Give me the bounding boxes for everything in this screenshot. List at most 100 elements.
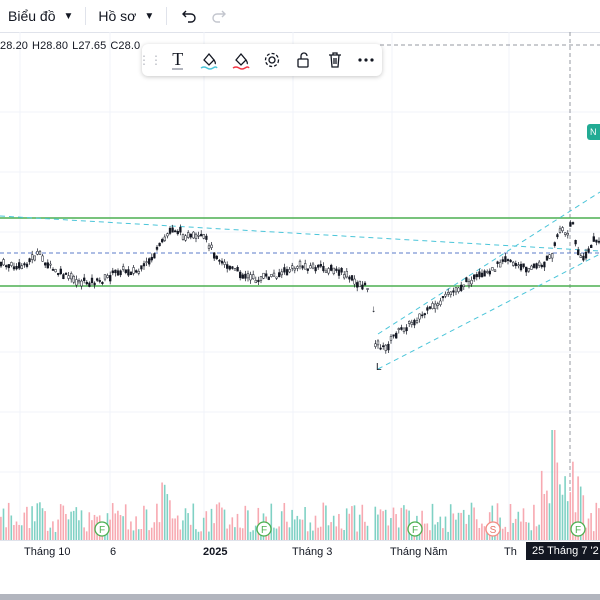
lock-button[interactable] (288, 44, 319, 76)
delete-button[interactable] (319, 44, 350, 76)
volume-bar (293, 519, 296, 540)
candle (392, 334, 395, 337)
candle (18, 262, 21, 269)
candle (275, 276, 278, 279)
volume-bar (332, 515, 335, 540)
fill-color-button[interactable] (225, 44, 256, 76)
volume-bar (0, 516, 2, 540)
candle (327, 268, 330, 274)
volume-bar (132, 530, 135, 540)
redo-button[interactable] (211, 0, 227, 32)
trendline (0, 215, 600, 252)
volume-bar (345, 508, 348, 540)
volume-bar (122, 516, 124, 540)
candle (379, 347, 382, 350)
volume-bar (525, 522, 527, 540)
candle (574, 240, 577, 245)
candle (51, 268, 55, 271)
candle (236, 266, 239, 272)
chart-menu[interactable]: Biểu đồ ▼ (8, 0, 73, 32)
candle (215, 255, 218, 260)
candle (332, 267, 335, 274)
candle (187, 232, 190, 238)
candle (397, 328, 400, 331)
more-icon (358, 58, 374, 62)
volume-bar (156, 503, 158, 540)
price-chart[interactable]: ↓ L F F F S F (0, 32, 600, 540)
svg-text:F: F (575, 525, 581, 536)
volume-bar (447, 531, 449, 540)
volume-bar (387, 525, 390, 540)
volume-bar (283, 502, 286, 540)
text-tool-button[interactable]: T (162, 44, 193, 76)
candle (33, 255, 36, 261)
volume-bar (109, 519, 111, 540)
volume-bar (23, 512, 26, 540)
candle (114, 269, 117, 274)
volume-bar (556, 462, 559, 540)
volume-bar (49, 527, 52, 540)
candle (413, 319, 416, 326)
candle (93, 282, 96, 286)
volume-bar (153, 522, 156, 540)
volume-bar (312, 530, 314, 540)
volume-bar (520, 521, 522, 540)
candle (348, 276, 351, 280)
volume-bar (169, 500, 171, 540)
volume-bar (111, 503, 114, 540)
candle (358, 280, 361, 288)
candle (197, 235, 200, 237)
volume-bar (569, 492, 572, 540)
undo-button[interactable] (181, 0, 197, 32)
candle (569, 222, 572, 227)
candle (31, 254, 34, 260)
volume-bar (208, 531, 210, 540)
time-axis[interactable]: Tháng 10 6 2025 Tháng 3 Tháng Năm Th (0, 540, 600, 563)
candle (233, 268, 237, 271)
volume-bar (171, 518, 174, 540)
candle (376, 340, 380, 346)
volume-bar (85, 531, 88, 540)
volume-bar (158, 522, 161, 540)
candle (470, 279, 473, 285)
axis-label: Tháng 3 (292, 546, 333, 558)
volume-bar (228, 524, 231, 540)
top-bar: Biểu đồ ▼ Hồ sơ ▼ (0, 0, 600, 33)
candle (421, 314, 424, 317)
event-marker-f4: F (570, 521, 586, 537)
volume-bar (5, 527, 7, 540)
candle (239, 271, 242, 279)
paint-bucket-icon (200, 52, 218, 70)
candle (161, 239, 164, 243)
candle (246, 273, 250, 279)
candle (174, 230, 177, 233)
volume-bar (127, 529, 130, 540)
volume-bar (470, 502, 473, 540)
candle (431, 303, 434, 309)
volume-bar (275, 528, 278, 540)
volume-bar (57, 519, 59, 540)
volume-bar (192, 503, 195, 540)
candle (163, 236, 166, 241)
volume-bar (28, 528, 31, 540)
volume-bar (403, 505, 405, 540)
candle (64, 272, 68, 275)
candle (535, 263, 538, 269)
volume-bar (517, 511, 520, 540)
candle (176, 231, 179, 235)
candle (478, 271, 481, 278)
ohlc-low: L27.65 (72, 40, 107, 52)
candle (2, 259, 5, 266)
settings-button[interactable] (256, 44, 287, 76)
candle (54, 269, 57, 273)
volume-bar (36, 503, 39, 540)
candle (137, 271, 140, 274)
candle (155, 246, 159, 250)
ohlc-open: 28.20 (0, 40, 29, 52)
ohlc-close: C28.0 (110, 40, 141, 52)
candle (527, 267, 530, 272)
line-color-button[interactable] (193, 44, 224, 76)
profile-menu[interactable]: Hồ sơ ▼ (98, 0, 154, 32)
drag-handle[interactable]: ⋮⋮ (138, 53, 162, 67)
more-button[interactable] (351, 44, 382, 76)
